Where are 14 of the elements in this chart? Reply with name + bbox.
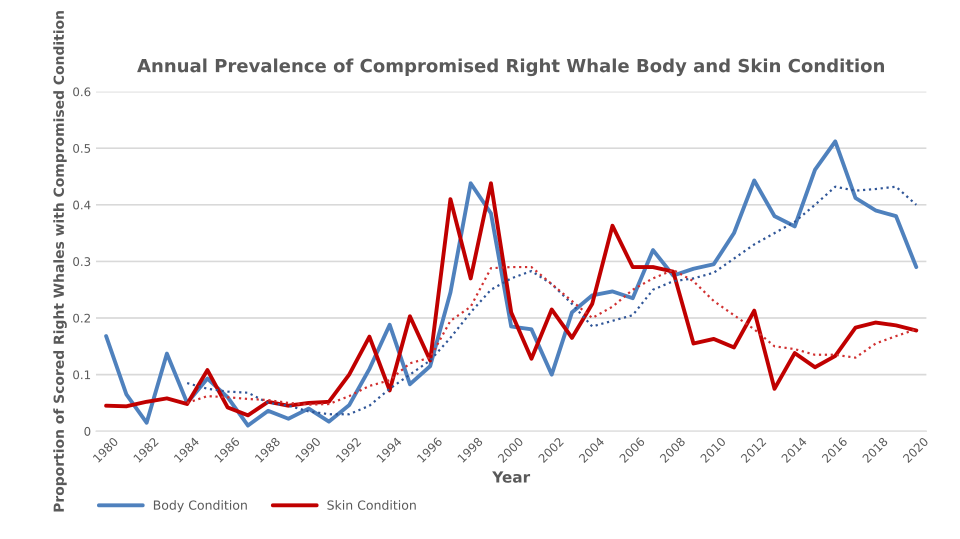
y-tick-label: 0.4 — [73, 200, 90, 210]
line-series — [104, 139, 918, 428]
y-tick-label: 0.5 — [73, 144, 90, 153]
chart-title: Annual Prevalence of Compromised Right Whale Body and Skin Condition — [137, 58, 884, 76]
y-tick-label: 0.1 — [73, 370, 90, 380]
y-tick-label: 0.3 — [73, 257, 90, 266]
line-series — [186, 266, 918, 406]
legend-label: Skin Condition — [327, 500, 416, 510]
x-axis-title: Year — [492, 471, 530, 483]
y-tick-label: 0.6 — [73, 87, 90, 96]
y-tick-label: 0 — [84, 426, 90, 436]
y-tick-label: 0.2 — [73, 314, 90, 323]
y-axis-title: Proportion of Scored Right Whales with Compromised Condition — [53, 11, 67, 512]
legend-label: Body Condition — [154, 500, 247, 512]
